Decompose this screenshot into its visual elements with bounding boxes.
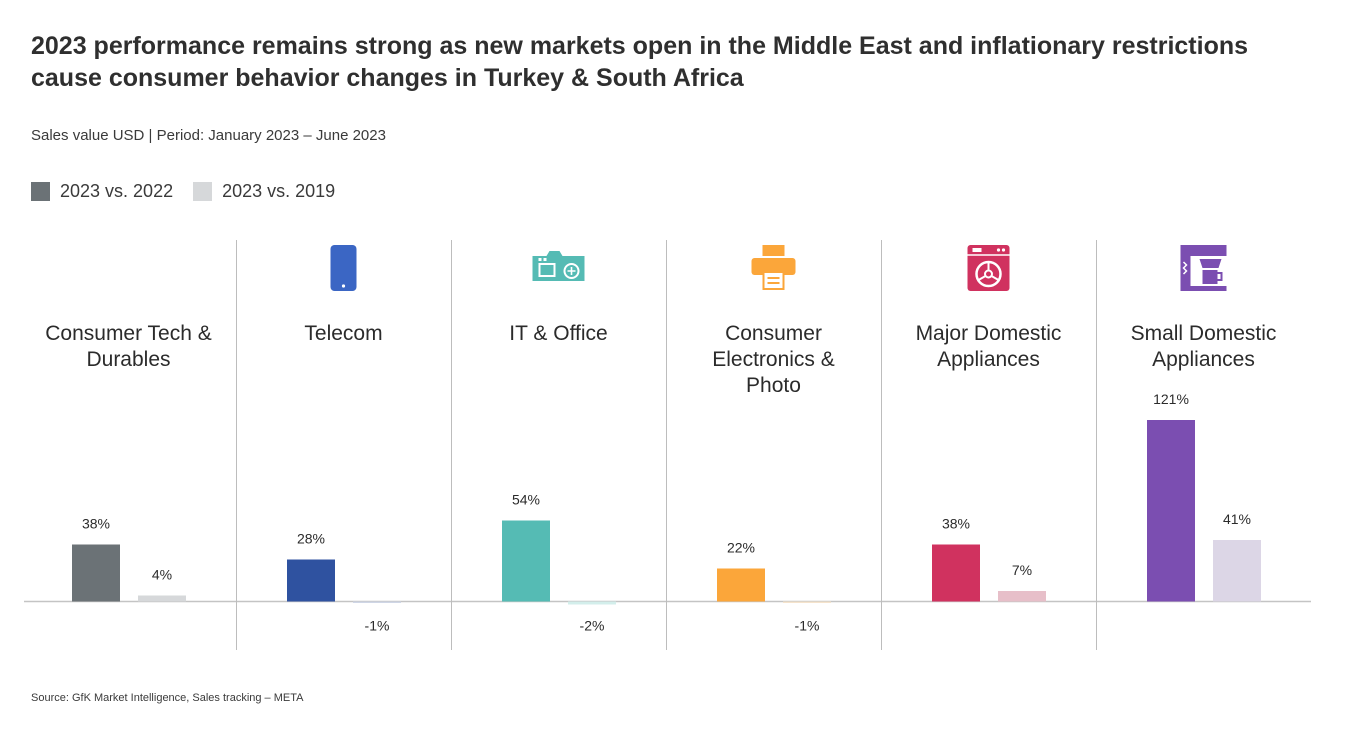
washing-machine-icon (967, 245, 1010, 291)
value-label-2023-vs-2022-consumer-electronics-photo: 22% (727, 540, 755, 556)
legend-item-2023-vs-2019: 2023 vs. 2019 (193, 181, 335, 202)
printer-icon (751, 245, 796, 290)
category-label-consumer-electronics-photo: Electronics & (712, 348, 835, 371)
bar-2023-vs-2022-telecom (287, 559, 335, 602)
category-label-consumer-tech-durables: Consumer Tech & (45, 322, 212, 345)
category-label-consumer-electronics-photo: Photo (746, 374, 801, 397)
bar-2023-vs-2022-small-domestic-appliances (1147, 420, 1195, 602)
value-label-2023-vs-2022-it-office: 54% (512, 492, 540, 508)
legend-item-2023-vs-2022: 2023 vs. 2022 (31, 181, 173, 202)
legend-label-2023-vs-2019: 2023 vs. 2019 (222, 181, 336, 201)
value-label-2023-vs-2022-major-domestic-appliances: 38% (942, 516, 970, 532)
bar-2023-vs-2019-major-domestic-appliances (998, 591, 1046, 602)
bar-2023-vs-2022-it-office (502, 520, 550, 602)
legend-swatch-2023-vs-2022 (31, 182, 50, 201)
legend-swatch-2023-vs-2019 (193, 182, 213, 201)
legend-label-2023-vs-2022: 2023 vs. 2022 (60, 181, 174, 201)
bar-2023-vs-2022-consumer-electronics-photo (717, 568, 765, 602)
value-label-2023-vs-2019-major-domestic-appliances: 7% (1012, 562, 1032, 578)
camera-icon (532, 251, 585, 281)
category-label-telecom: Telecom (304, 322, 382, 345)
chart-title: 2023 performance remains strong as new m… (31, 32, 1249, 92)
chart-subtitle: Sales value USD | Period: January 2023 –… (31, 127, 386, 144)
smartphone-icon (330, 245, 357, 291)
category-label-major-domestic-appliances: Appliances (937, 348, 1040, 371)
bar-2023-vs-2019-small-domestic-appliances (1213, 540, 1261, 602)
value-label-2023-vs-2022-small-domestic-appliances: 121% (1153, 391, 1189, 407)
source-note: Source: GfK Market Intelligence, Sales t… (31, 692, 304, 704)
bar-2023-vs-2019-consumer-electronics-photo (783, 601, 831, 603)
category-label-small-domestic-appliances: Small Domestic (1131, 322, 1277, 345)
value-label-2023-vs-2022-telecom: 28% (297, 531, 325, 547)
value-label-2023-vs-2019-consumer-electronics-photo: -1% (795, 618, 820, 634)
legend: 2023 vs. 2022 2023 vs. 2019 (31, 181, 355, 202)
category-label-small-domestic-appliances: Appliances (1152, 348, 1255, 371)
value-label-2023-vs-2019-small-domestic-appliances: 41% (1223, 511, 1251, 527)
category-label-it-office: IT & Office (509, 322, 607, 345)
value-label-2023-vs-2019-it-office: -2% (580, 618, 605, 634)
bar-2023-vs-2019-telecom (353, 601, 401, 603)
value-label-2023-vs-2019-consumer-tech-durables: 4% (152, 567, 172, 583)
value-label-2023-vs-2022-consumer-tech-durables: 38% (82, 516, 110, 532)
category-label-consumer-electronics-photo: Consumer (725, 322, 822, 345)
bar-2023-vs-2022-consumer-tech-durables (72, 544, 120, 602)
coffee-machine-icon (1180, 245, 1227, 291)
value-label-2023-vs-2019-telecom: -1% (365, 618, 390, 634)
category-label-consumer-tech-durables: Durables (86, 348, 170, 371)
bar-2023-vs-2022-major-domestic-appliances (932, 544, 980, 602)
category-label-major-domestic-appliances: Major Domestic (916, 322, 1062, 345)
bar-2023-vs-2019-consumer-tech-durables (138, 595, 186, 602)
bar-2023-vs-2019-it-office (568, 601, 616, 605)
